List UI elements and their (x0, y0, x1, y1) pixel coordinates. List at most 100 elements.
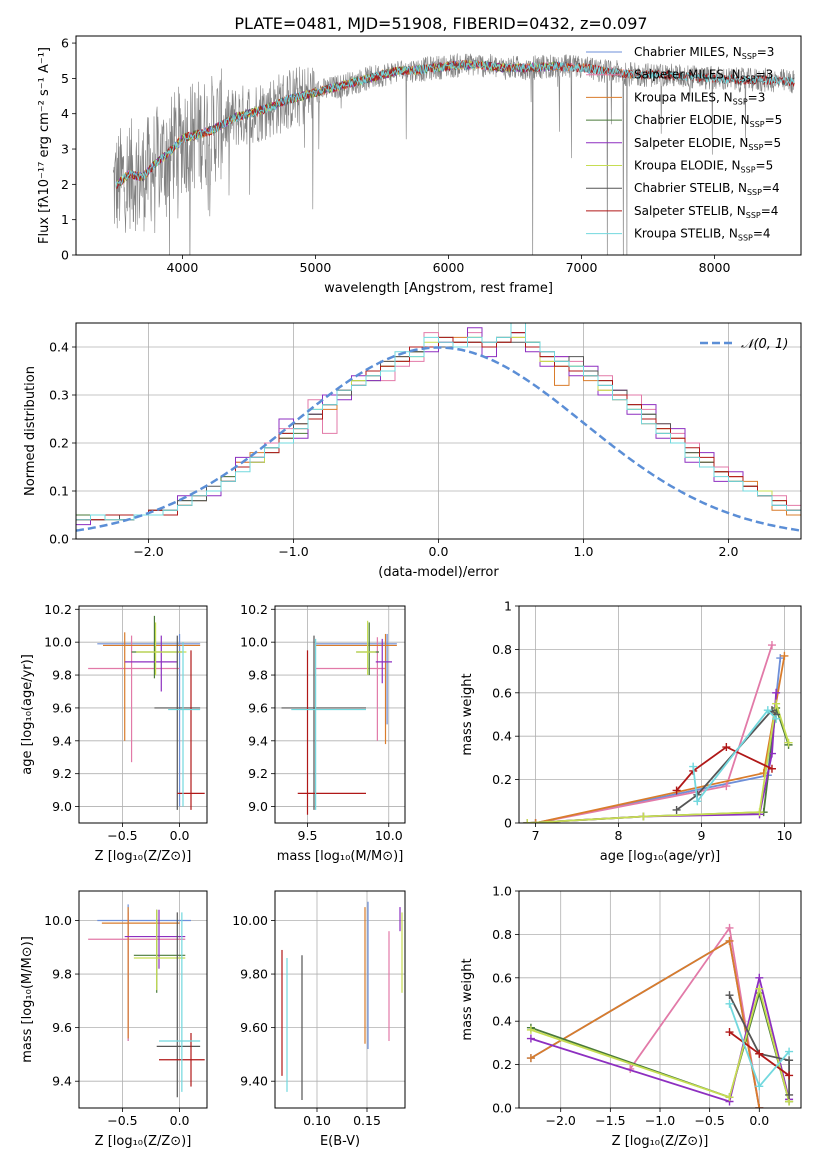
y-tick-label: 10.2 (240, 602, 268, 617)
x-axis-label: Z [log₁₀(Z/Z⊙)] (95, 849, 192, 864)
x-tick-label: 0.0 (170, 828, 190, 843)
y-tick-label: 9.80 (240, 967, 268, 982)
y-tick-label: 9.4 (52, 1074, 72, 1089)
x-axis-label: E(B-V) (320, 1134, 360, 1149)
y-tick-label: 9.4 (248, 733, 268, 748)
weight-point (725, 1093, 734, 1102)
plot-area (281, 901, 403, 1100)
y-axis-label: mass weight (460, 673, 475, 755)
weight-point (755, 1082, 764, 1091)
y-tick-label: 0.6 (492, 970, 512, 985)
weight-point (785, 1071, 794, 1080)
weight-point (785, 1056, 794, 1065)
weight-line (675, 745, 773, 792)
x-tick-label: 0.0 (170, 1113, 190, 1128)
y-tick-label: 9.8 (248, 668, 268, 683)
plot-area (76, 323, 801, 532)
y-tick-label: 4 (61, 106, 69, 121)
y-tick-label: 2 (61, 177, 69, 192)
weight-point (722, 743, 731, 752)
x-tick-label: −0.5 (107, 1113, 137, 1128)
legend-label-suffix: =4 (761, 204, 779, 218)
legend-label: Chabrier MILES, NSSP=3 (634, 45, 774, 61)
weight-point (755, 808, 764, 817)
x-tick-label: 5000 (300, 260, 332, 275)
y-tick-label: 3 (61, 142, 69, 157)
histogram-step (76, 323, 801, 521)
legend-label-sub: SSP (741, 166, 756, 175)
legend-label-suffix: =5 (765, 113, 783, 127)
legend-label: Kroupa MILES, NSSP=3 (634, 90, 765, 106)
axes-frame (78, 890, 208, 1109)
x-tick-label: −2.0 (546, 1113, 576, 1128)
weight-point (767, 764, 776, 773)
weight-point (772, 714, 781, 723)
y-tick-label: 0.2 (492, 772, 512, 787)
y-tick-label: 9.4 (52, 733, 72, 748)
y-tick-label: 9.6 (52, 1020, 72, 1035)
weight-point (755, 1104, 764, 1108)
weight-point (722, 782, 731, 791)
age_vs_Z-panel: −0.5 0.0 9.0 9.2 9.4 9.6 9.8 10.0 10.2 Z [log₁₀(Z… (20, 602, 208, 864)
weight-point (785, 1047, 794, 1056)
legend-label-sub: SSP (742, 52, 757, 61)
y-tick-label: 0 (504, 816, 512, 831)
y-tick-label: 0.8 (492, 642, 512, 657)
weight-point (725, 1028, 734, 1037)
y-tick-label: 9.6 (248, 700, 268, 715)
y-tick-label: 10.00 (232, 913, 268, 928)
x-tick-label: 0.15 (353, 1113, 381, 1128)
legend-label-sub: SSP (747, 188, 762, 197)
weight-point (755, 984, 764, 993)
y-tick-label: 9.2 (248, 766, 268, 781)
panels: 4000 5000 6000 7000 8000 0 1 2 3 4 5 6 wavelength [A… (20, 35, 802, 1149)
age_vs_mass-panel: 9.5 10.0 9.0 9.2 9.4 9.6 9.8 10.0 10.2 mass [log₁… (240, 602, 406, 864)
x-tick-label: −1.5 (595, 1113, 625, 1128)
weight-point (785, 1090, 794, 1099)
legend-label: 𝒩(0, 1) (741, 337, 788, 352)
weight-point (772, 688, 781, 697)
y-tick-label: 6 (61, 36, 69, 51)
y-tick-label: 0.4 (492, 729, 512, 744)
weight-point (767, 641, 776, 650)
x-tick-label: 8 (615, 828, 623, 843)
x-tick-label: −0.5 (107, 828, 137, 843)
x-tick-label: 8000 (699, 260, 731, 275)
weight-point (639, 812, 648, 821)
y-tick-label: 10.2 (44, 602, 72, 617)
weight-point (672, 805, 681, 814)
weight-point (725, 923, 734, 932)
y-tick-label: 0.1 (49, 484, 69, 499)
mass_vs_ebv-panel: 0.10 0.15 9.40 9.60 9.80 10.00 E(B-V) (232, 890, 406, 1149)
y-tick-label: 0.3 (49, 388, 69, 403)
legend-label: Kroupa STELIB, NSSP=4 (634, 227, 771, 243)
y-tick-label: 9.8 (52, 967, 72, 982)
figure-title: PLATE=0481, MJD=51908, FIBERID=0432, z=0… (234, 14, 647, 33)
x-tick-label: −1.0 (645, 1113, 675, 1128)
x-tick-label: 10 (776, 828, 792, 843)
residuals-panel: −2.0 −1.0 0.0 1.0 2.0 0.0 0.1 0.2 0.3 0.4 (data-mo… (23, 322, 802, 580)
y-tick-label: 9.8 (52, 668, 72, 683)
x-tick-label: 0.0 (749, 1113, 769, 1128)
y-tick-label: 9.40 (240, 1074, 268, 1089)
y-tick-label: 0.4 (492, 1014, 512, 1029)
legend-label-sub: SSP (748, 143, 763, 152)
axes-frame (75, 35, 802, 256)
weight-line (692, 708, 777, 804)
y-tick-label: 9.60 (240, 1020, 268, 1035)
legend-label-sub: SSP (750, 120, 765, 129)
x-axis-label: Z [log₁₀(Z/Z⊙)] (95, 1134, 192, 1149)
legend-label-suffix: =5 (756, 159, 774, 173)
y-tick-label: 0.0 (49, 532, 69, 547)
mass_weight_vs_Z-panel: −2.0 −1.5 −1.0 −0.5 0.0 0.0 0.2 0.4 0.6 0.8 1.0 Z [… (460, 884, 802, 1149)
x-tick-label: 9.5 (298, 828, 318, 843)
weight-point (526, 1034, 535, 1043)
x-tick-label: 0.0 (429, 544, 449, 559)
axes-frame (75, 322, 802, 540)
y-tick-label: 10.0 (44, 913, 72, 928)
data-spectrum-line (112, 53, 795, 255)
model-fit-line (115, 59, 795, 188)
y-axis-label: mass [log₁₀(M/M⊙)] (20, 936, 35, 1063)
y-tick-label: 5 (61, 71, 69, 86)
x-tick-label: 2.0 (719, 544, 739, 559)
